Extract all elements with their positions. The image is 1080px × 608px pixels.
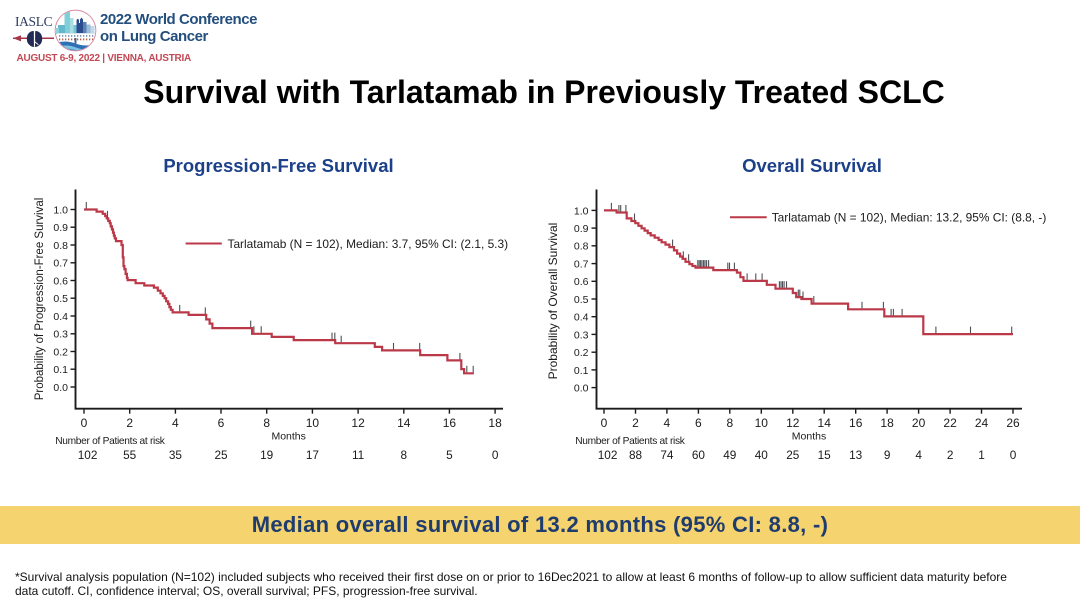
svg-text:6: 6 [695,416,702,430]
svg-text:0: 0 [601,416,608,430]
svg-text:0.0: 0.0 [53,382,68,394]
svg-text:Number of Patients at risk: Number of Patients at risk [55,436,166,447]
svg-text:26: 26 [1006,416,1020,430]
svg-text:35: 35 [169,448,183,462]
svg-text:0.5: 0.5 [574,294,589,306]
svg-text:2: 2 [126,416,133,430]
svg-text:1.0: 1.0 [574,205,589,217]
svg-text:102: 102 [598,448,618,462]
svg-text:8: 8 [726,416,733,430]
svg-text:102: 102 [78,448,98,462]
svg-text:0.8: 0.8 [574,241,589,253]
svg-text:4: 4 [172,416,179,430]
svg-text:0: 0 [492,448,499,462]
svg-text:25: 25 [214,448,228,462]
svg-text:0.9: 0.9 [53,222,68,234]
svg-text:49: 49 [723,448,736,462]
svg-text:18: 18 [488,416,502,430]
svg-text:Probability of Overall Surviva: Probability of Overall Survival [546,223,560,380]
svg-text:0.3: 0.3 [574,329,589,341]
svg-text:0.4: 0.4 [53,311,68,323]
svg-text:20: 20 [912,416,926,430]
svg-text:0.6: 0.6 [53,275,68,287]
svg-text:Tarlatamab (N = 102), Median:: Tarlatamab (N = 102), Median: 3.7, 95% C… [228,237,509,251]
svg-text:17: 17 [306,448,319,462]
svg-text:22: 22 [943,416,957,430]
svg-text:55: 55 [123,448,137,462]
svg-text:25: 25 [786,448,800,462]
svg-text:0.5: 0.5 [53,293,68,305]
svg-text:0.4: 0.4 [574,312,589,324]
svg-text:0.2: 0.2 [574,347,589,359]
svg-text:13: 13 [849,448,863,462]
svg-text:Months: Months [271,430,305,442]
svg-text:1: 1 [978,448,985,462]
svg-text:Tarlatamab (N = 102), Median:: Tarlatamab (N = 102), Median: 13.2, 95% … [772,211,1047,225]
svg-text:0.1: 0.1 [574,365,589,377]
svg-text:12: 12 [351,416,365,430]
svg-text:Number of Patients at risk: Number of Patients at risk [575,436,686,447]
svg-text:16: 16 [849,416,863,430]
svg-text:4: 4 [664,416,671,430]
svg-text:0.7: 0.7 [574,259,589,271]
svg-text:0.1: 0.1 [53,364,68,376]
svg-text:18: 18 [880,416,894,430]
svg-text:15: 15 [818,448,832,462]
svg-text:0.9: 0.9 [574,223,589,235]
svg-text:14: 14 [397,416,411,430]
svg-text:4: 4 [915,448,922,462]
svg-text:6: 6 [218,416,225,430]
svg-text:0.8: 0.8 [53,240,68,252]
svg-text:8: 8 [263,416,270,430]
svg-text:0.7: 0.7 [53,258,68,270]
svg-text:14: 14 [818,416,832,430]
svg-text:12: 12 [786,416,800,430]
svg-text:60: 60 [692,448,706,462]
svg-text:2: 2 [947,448,954,462]
svg-text:88: 88 [629,448,643,462]
svg-text:0: 0 [1010,448,1017,462]
svg-text:40: 40 [755,448,769,462]
svg-text:74: 74 [660,448,674,462]
svg-text:0: 0 [81,416,88,430]
svg-text:Probability of Progression-Fre: Probability of Progression-Free Survival [34,198,46,401]
svg-text:2: 2 [632,416,639,430]
svg-text:24: 24 [975,416,989,430]
svg-text:19: 19 [260,448,273,462]
svg-text:10: 10 [755,416,769,430]
svg-text:10: 10 [306,416,320,430]
svg-text:0.2: 0.2 [53,346,68,358]
svg-text:0.3: 0.3 [53,329,68,341]
svg-text:16: 16 [443,416,457,430]
svg-text:8: 8 [401,448,408,462]
svg-text:1.0: 1.0 [53,204,68,216]
svg-text:9: 9 [884,448,891,462]
svg-text:5: 5 [446,448,453,462]
svg-text:11: 11 [352,448,364,462]
svg-text:Months: Months [792,430,826,442]
svg-text:0.0: 0.0 [574,383,589,395]
svg-text:0.6: 0.6 [574,276,589,288]
